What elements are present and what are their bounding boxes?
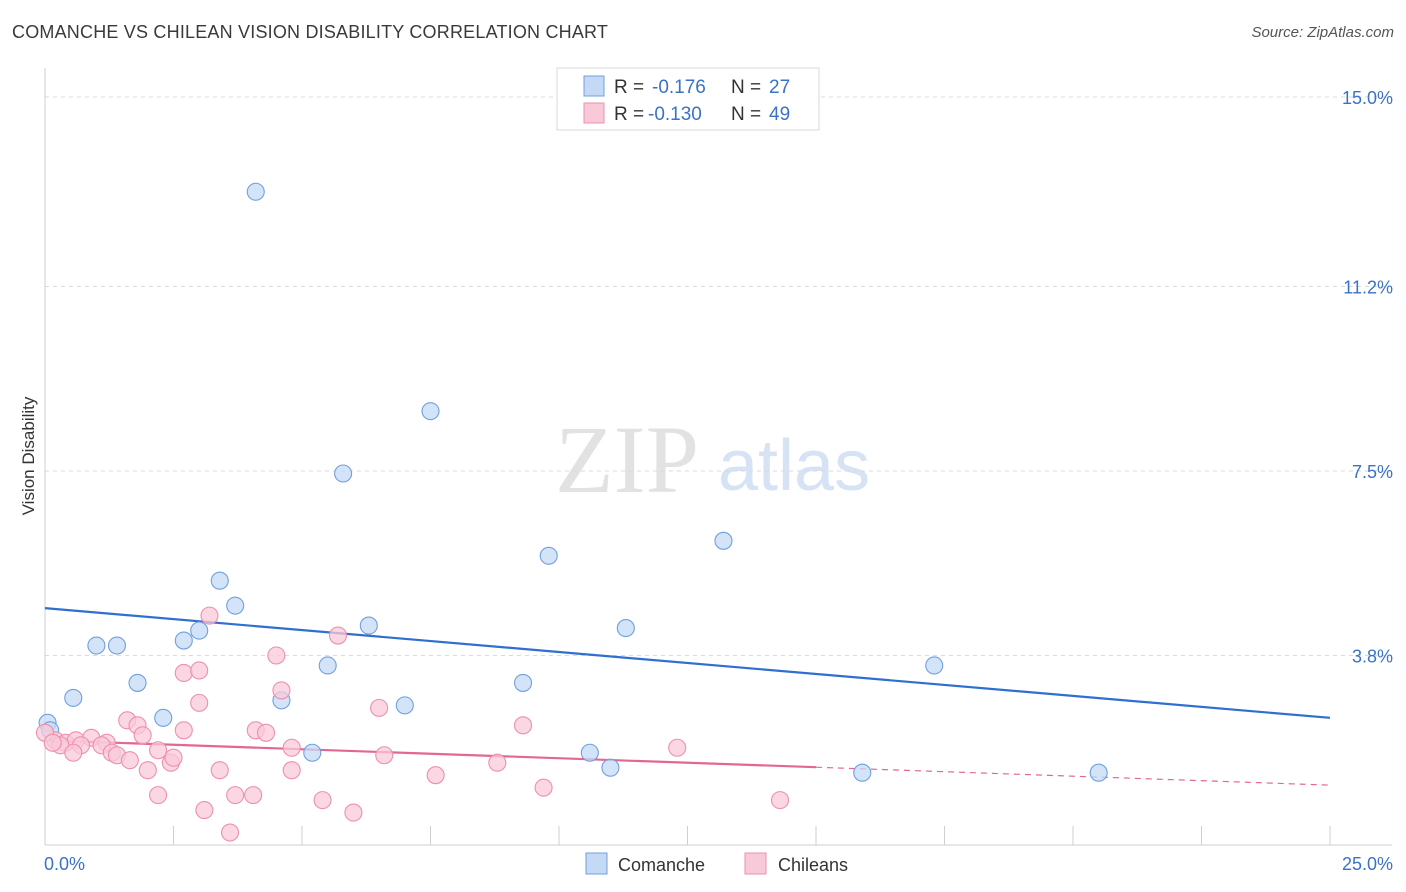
comanche-point-19 — [395, 696, 414, 715]
comanche-point-9 — [190, 621, 209, 640]
chileans-point-33 — [282, 761, 301, 780]
bottom-legend-label-chileans: Chileans — [778, 855, 848, 875]
legend-n-label-1: N = — [731, 77, 761, 98]
legend-n-label-2: N = — [731, 104, 761, 125]
comanche-point-10 — [174, 631, 193, 650]
legend-swatch-comanche — [583, 75, 605, 97]
comanche-point-11 — [87, 636, 106, 655]
chileans-point-29 — [375, 746, 394, 765]
chileans-point-43 — [195, 801, 214, 820]
data-points — [35, 182, 1108, 842]
comanche-point-26 — [853, 763, 872, 782]
chileans-point-2 — [267, 646, 286, 665]
chileans-point-38 — [226, 786, 245, 805]
chileans-trend-line-dashed — [815, 766, 1331, 786]
chileans-point-25 — [668, 738, 687, 757]
legend-swatch-chileans — [583, 102, 605, 124]
bottom-legend-swatch-chileans — [744, 852, 767, 875]
chileans-point-10 — [513, 716, 533, 735]
chileans-point-1 — [328, 626, 348, 645]
chileans-point-40 — [149, 786, 168, 805]
chileans-point-0 — [200, 606, 219, 625]
comanche-point-17 — [64, 688, 83, 707]
y-tick-label-1: 7.5% — [1352, 462, 1393, 482]
comanche-point-23 — [303, 743, 322, 762]
grid — [45, 96, 1392, 657]
comanche-point-7 — [359, 616, 378, 635]
comanche-trend-line — [44, 607, 1331, 719]
comanche-point-27 — [1089, 763, 1108, 782]
chileans-point-28 — [64, 743, 83, 762]
comanche-point-8 — [616, 619, 635, 638]
x-tick-label-1: 25.0% — [1342, 854, 1393, 874]
chileans-point-39 — [244, 786, 263, 805]
legend-r-label-1: R = — [614, 77, 644, 98]
bottom-legend-swatch-comanche — [585, 852, 608, 875]
comanche-point-3 — [539, 546, 558, 565]
chileans-point-23 — [149, 741, 168, 760]
comanche-point-15 — [128, 673, 147, 692]
chileans-point-44 — [344, 803, 363, 822]
comanche-point-16 — [513, 673, 533, 692]
y-tick-labels: 3.8% 7.5% 11.2% 15.0% — [1342, 88, 1393, 667]
bottom-legend-label-comanche: Comanche — [618, 855, 705, 875]
chileans-point-41 — [313, 791, 332, 810]
chileans-point-14 — [133, 726, 152, 745]
chileans-point-6 — [190, 693, 209, 712]
chileans-point-35 — [426, 766, 445, 785]
bottom-legend: Comanche Chileans — [585, 852, 848, 875]
chileans-point-34 — [488, 753, 507, 772]
chileans-point-4 — [190, 661, 209, 680]
y-axis-label: Vision Disability — [19, 396, 38, 515]
comanche-point-0 — [246, 182, 265, 201]
comanche-point-24 — [580, 743, 599, 762]
chileans-trend-line — [44, 739, 817, 769]
chileans-point-7 — [370, 698, 389, 717]
comanche-point-1 — [421, 402, 440, 421]
chileans-point-13 — [256, 723, 276, 742]
trend-lines — [44, 607, 1331, 786]
top-legend: R = -0.176 N = 27 R = -0.130 N = 49 — [556, 67, 820, 131]
legend-r-label-2: R = — [614, 104, 644, 125]
watermark-atlas: atlas — [718, 426, 870, 506]
chileans-point-24 — [282, 738, 301, 757]
chileans-point-42 — [770, 791, 790, 810]
legend-r-value-2: -0.130 — [648, 104, 702, 125]
legend-n-value-1: 27 — [769, 77, 790, 98]
comanche-point-2 — [334, 464, 353, 483]
watermark-zip: ZIP — [555, 406, 699, 513]
x-tick-labels: 0.0% 25.0% — [44, 854, 1393, 874]
x-tick-label-0: 0.0% — [44, 854, 85, 874]
legend-r-value-1: -0.176 — [652, 77, 706, 98]
chileans-point-45 — [220, 823, 240, 842]
comanche-point-4 — [714, 531, 733, 550]
chileans-point-32 — [210, 761, 229, 780]
comanche-point-12 — [107, 636, 127, 655]
chart-title: COMANCHE VS CHILEAN VISION DISABILITY CO… — [12, 22, 609, 42]
chileans-point-48 — [164, 748, 183, 767]
chileans-point-30 — [120, 751, 139, 770]
chileans-point-37 — [534, 778, 553, 797]
source-label: Source: ZipAtlas.com — [1251, 24, 1394, 41]
chileans-point-36 — [138, 761, 157, 780]
comanche-point-13 — [318, 656, 337, 675]
axes — [44, 68, 1392, 846]
chileans-point-3 — [174, 663, 193, 683]
chileans-point-5 — [272, 681, 291, 700]
y-tick-label-2: 11.2% — [1343, 277, 1393, 297]
y-tick-label-0: 3.8% — [1352, 647, 1393, 667]
comanche-point-20 — [154, 708, 173, 727]
chileans-point-47 — [43, 733, 62, 752]
comanche-point-5 — [210, 571, 229, 590]
chileans-point-11 — [174, 721, 193, 740]
comanche-point-6 — [226, 596, 245, 615]
comanche-point-25 — [601, 758, 620, 777]
y-tick-label-3: 15.0% — [1342, 88, 1393, 108]
legend-n-value-2: 49 — [769, 104, 790, 125]
comanche-point-14 — [925, 656, 944, 675]
